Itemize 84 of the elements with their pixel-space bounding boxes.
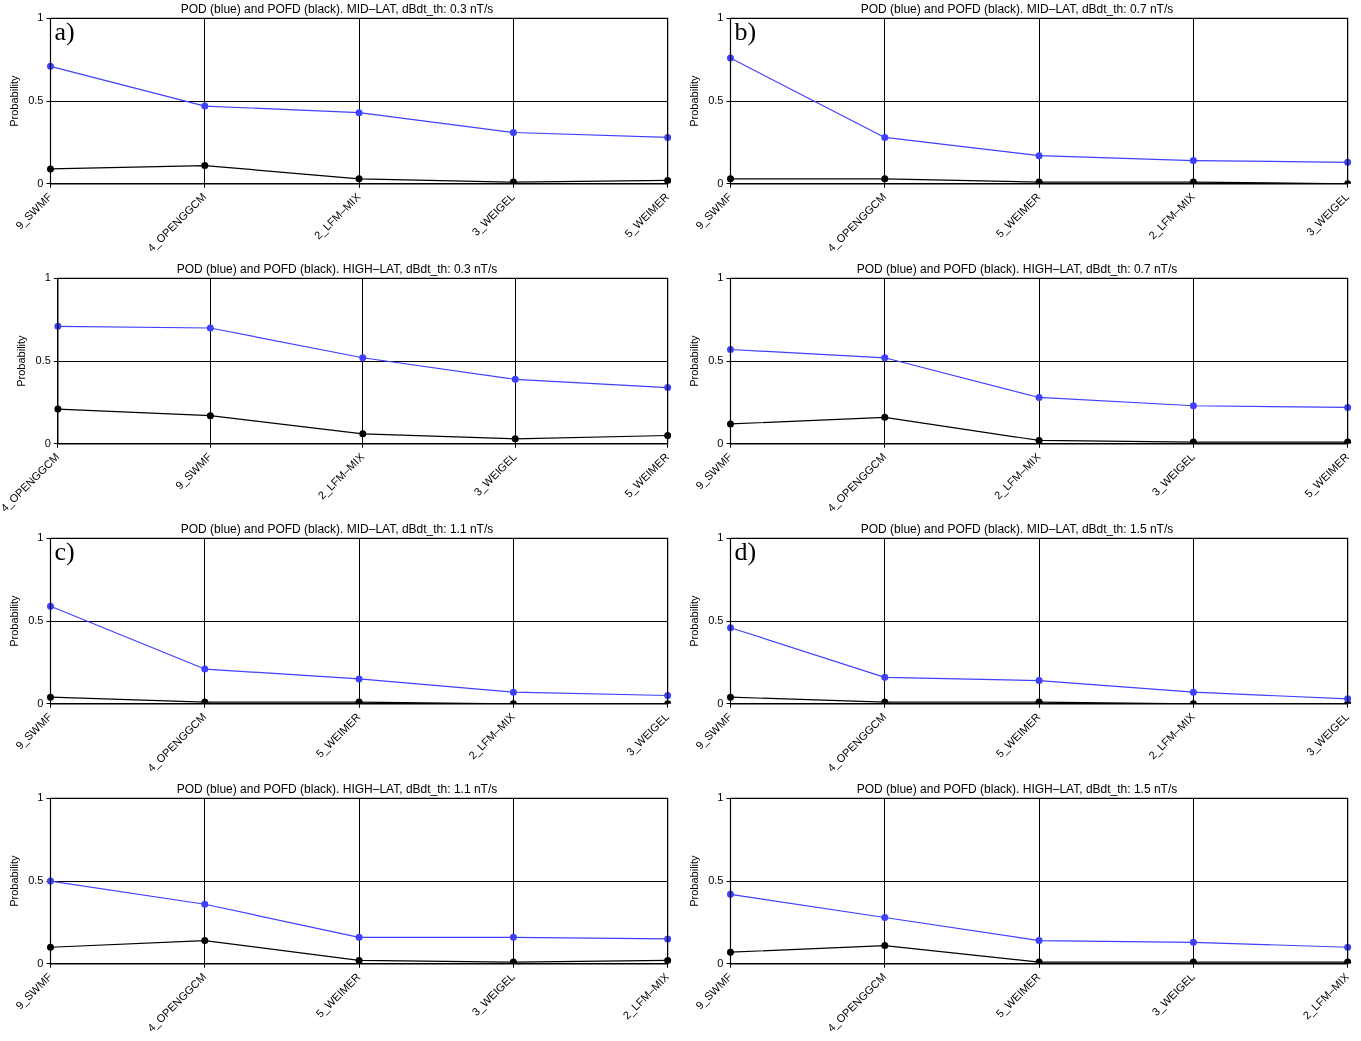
y-tick-label: 1 (37, 531, 44, 544)
chart-title: POD (blue) and POFD (black). MID–LAT, dBdt_th: 0.7 nT/s (860, 1, 1174, 16)
y-axis-title: Probability (7, 594, 20, 647)
point (509, 688, 517, 696)
point (206, 324, 214, 332)
point (359, 354, 367, 362)
point (201, 162, 209, 170)
y-tick-label: 0.5 (708, 614, 724, 627)
y-axis-title: Probability (687, 594, 700, 647)
y-tick-label: 0 (717, 436, 724, 449)
y-tick-label: 1 (717, 791, 724, 804)
chart-title: POD (blue) and POFD (black). MID–LAT, dBdt_th: 0.3 nT/s (180, 1, 494, 16)
y-tick-label: 1 (717, 271, 724, 284)
point (1189, 402, 1197, 410)
y-tick-label: 0.5 (708, 94, 724, 107)
point (881, 413, 889, 421)
point (1189, 157, 1197, 165)
chart-title: POD (blue) and POFD (black). HIGH–LAT, dBdt_th: 0.3 nT/s (176, 261, 498, 276)
y-tick-label: 0 (717, 176, 724, 189)
point (881, 175, 889, 183)
annotation: d) (734, 537, 757, 567)
y-tick-label: 0.5 (708, 354, 724, 367)
point (355, 956, 363, 964)
point (881, 133, 889, 141)
point (511, 375, 519, 383)
y-tick-label: 0 (44, 436, 51, 449)
y-axis-title: Probability (687, 334, 700, 387)
point (201, 665, 209, 673)
y-tick-label: 0.5 (28, 94, 44, 107)
y-axis-title: Probability (687, 854, 700, 907)
point (881, 942, 889, 950)
point (1035, 937, 1043, 945)
y-tick-label: 1 (37, 11, 44, 24)
point (201, 900, 209, 908)
point (1189, 958, 1197, 964)
y-axis-title: Probability (687, 74, 700, 127)
point (355, 175, 363, 183)
point (355, 933, 363, 941)
y-axis-title: Probability (7, 74, 20, 127)
y-tick-label: 0.5 (35, 354, 51, 367)
y-tick-label: 1 (717, 11, 724, 24)
y-tick-label: 0 (37, 696, 44, 709)
point (1189, 178, 1197, 184)
y-tick-label: 0 (717, 956, 724, 969)
y-tick-label: 0 (37, 956, 44, 969)
annotation: a) (54, 17, 75, 47)
y-tick-label: 0.5 (708, 874, 724, 887)
point (1035, 677, 1043, 685)
point (881, 673, 889, 681)
y-tick-label: 1 (37, 791, 44, 804)
point (509, 933, 517, 941)
point (881, 913, 889, 921)
point (359, 430, 367, 438)
point (881, 354, 889, 362)
point (1035, 152, 1043, 160)
point (1035, 436, 1043, 444)
point (1189, 438, 1197, 444)
y-axis-title: Probability (7, 854, 20, 907)
point (1189, 688, 1197, 696)
annotation: b) (734, 17, 757, 47)
point (201, 937, 209, 945)
y-tick-label: 0.5 (28, 874, 44, 887)
chart-title: POD (blue) and POFD (black). HIGH–LAT, dBdt_th: 1.5 nT/s (856, 781, 1178, 796)
y-tick-label: 1 (717, 531, 724, 544)
y-tick-label: 0.5 (28, 614, 44, 627)
y-tick-label: 1 (44, 271, 51, 284)
point (509, 178, 517, 184)
point (206, 412, 214, 420)
y-axis-title: Probability (15, 334, 28, 387)
point (201, 102, 209, 110)
chart-title: POD (blue) and POFD (black). HIGH–LAT, dBdt_th: 1.1 nT/s (176, 781, 498, 796)
point (1035, 393, 1043, 401)
y-tick-label: 0 (717, 696, 724, 709)
chart-title: POD (blue) and POFD (black). HIGH–LAT, dBdt_th: 0.7 nT/s (856, 261, 1178, 276)
point (355, 109, 363, 117)
point (355, 675, 363, 683)
point (511, 435, 519, 443)
point (509, 958, 517, 964)
point (1189, 938, 1197, 946)
chart-title: POD (blue) and POFD (black). MID–LAT, dBdt_th: 1.1 nT/s (180, 521, 494, 536)
y-tick-label: 0 (37, 176, 44, 189)
point (509, 129, 517, 137)
chart-title: POD (blue) and POFD (black). MID–LAT, dBdt_th: 1.5 nT/s (860, 521, 1174, 536)
annotation: c) (54, 537, 75, 567)
